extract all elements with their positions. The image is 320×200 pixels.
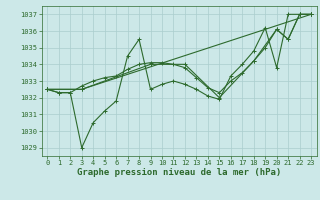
- X-axis label: Graphe pression niveau de la mer (hPa): Graphe pression niveau de la mer (hPa): [77, 168, 281, 177]
